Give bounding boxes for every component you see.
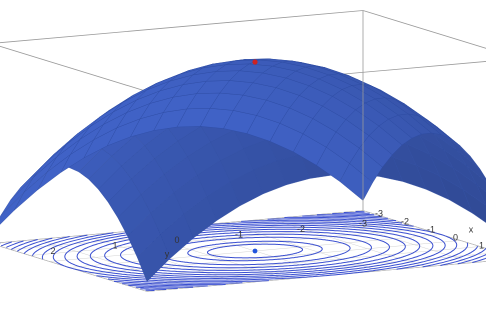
contour-line <box>207 243 303 259</box>
contour-line <box>16 237 53 252</box>
contour-line <box>316 214 382 218</box>
y-tick-label: -2 <box>297 224 305 234</box>
contour-line <box>0 241 12 247</box>
y-tick-label: 2 <box>50 246 55 256</box>
y-tick-label: 0 <box>174 235 179 245</box>
contour-line <box>187 240 323 262</box>
contour-line <box>122 283 208 287</box>
box-edge <box>362 10 486 49</box>
contour-line <box>41 232 114 260</box>
contour-line <box>159 236 351 266</box>
contour-line <box>107 278 243 284</box>
axis-ticks: 420-2-4-6-8-10-12-14z3210-1-2-3y-3-2-101… <box>50 209 484 260</box>
contour-line <box>241 219 414 227</box>
contour-line <box>422 246 479 268</box>
contour-line <box>302 215 388 219</box>
y-tick-label: 1 <box>112 241 117 251</box>
contour-line <box>23 236 70 254</box>
contour-line <box>6 240 24 248</box>
surface-mesh <box>0 58 486 282</box>
contour-line <box>10 239 38 250</box>
contour-line <box>96 275 269 283</box>
bounding-box-front <box>0 10 364 211</box>
surface-patch <box>182 71 217 85</box>
contour-line <box>135 286 178 289</box>
contour-line <box>138 233 372 269</box>
box-edge <box>0 45 148 92</box>
projected-maximum-point <box>252 248 258 254</box>
y-tick-label: -3 <box>359 219 367 229</box>
contour-line <box>128 284 194 288</box>
x-tick-label: -3 <box>375 209 383 219</box>
floor-grid-line <box>107 246 481 280</box>
contour-line <box>284 216 397 222</box>
x-axis-label: x <box>469 225 474 235</box>
contour-line <box>440 248 486 266</box>
y-axis-label: y <box>165 249 170 259</box>
contour-line <box>472 257 486 263</box>
x-tick-label: 0 <box>453 233 458 243</box>
contour-line <box>343 212 370 214</box>
contour-line <box>31 234 88 256</box>
contour-line <box>457 254 486 265</box>
contour-line <box>140 288 167 290</box>
x-tick-label: -1 <box>427 225 435 235</box>
contour-line <box>332 213 375 216</box>
x-tick-label: -2 <box>401 217 409 227</box>
box-edge <box>0 10 364 44</box>
contour-line <box>267 218 403 224</box>
x-tick-label: 1 <box>479 241 484 251</box>
y-tick-label: -1 <box>235 230 243 240</box>
contour-line <box>120 231 390 271</box>
maximum-point <box>252 59 258 65</box>
contour-line <box>113 280 226 286</box>
contour-line <box>396 242 469 270</box>
